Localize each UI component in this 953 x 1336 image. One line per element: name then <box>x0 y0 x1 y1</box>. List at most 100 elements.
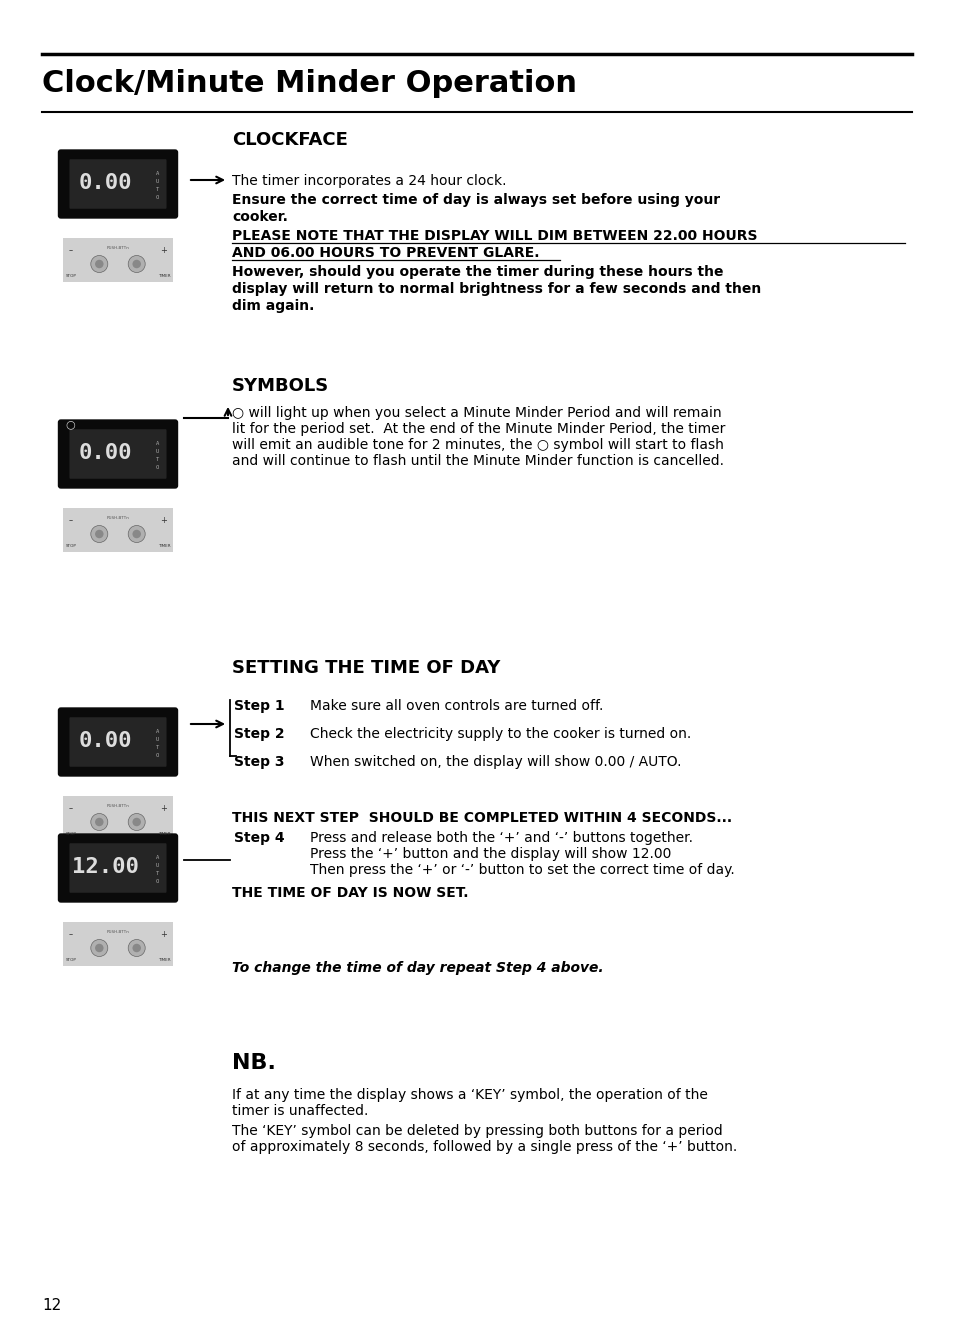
Text: T: T <box>155 744 159 749</box>
Text: 0.00: 0.00 <box>79 172 132 192</box>
FancyBboxPatch shape <box>70 159 167 208</box>
Circle shape <box>132 943 141 953</box>
Text: Press and release both the ‘+’ and ‘-’ buttons together.: Press and release both the ‘+’ and ‘-’ b… <box>310 831 692 844</box>
Text: PLEASE NOTE THAT THE DISPLAY WILL DIM BETWEEN 22.00 HOURS: PLEASE NOTE THAT THE DISPLAY WILL DIM BE… <box>232 228 757 243</box>
Text: –: – <box>69 246 72 255</box>
Text: Check the electricity supply to the cooker is turned on.: Check the electricity supply to the cook… <box>310 727 691 741</box>
Circle shape <box>128 814 145 831</box>
Text: –: – <box>69 930 72 939</box>
Text: T: T <box>155 457 159 462</box>
Text: Press the ‘+’ button and the display will show 12.00: Press the ‘+’ button and the display wil… <box>310 847 671 860</box>
FancyBboxPatch shape <box>58 834 178 903</box>
Text: To change the time of day repeat Step 4 above.: To change the time of day repeat Step 4 … <box>232 961 603 975</box>
Text: O: O <box>155 879 159 883</box>
Text: AND 06.00 HOURS TO PREVENT GLARE.: AND 06.00 HOURS TO PREVENT GLARE. <box>232 246 539 261</box>
Text: If at any time the display shows a ‘KEY’ symbol, the operation of the: If at any time the display shows a ‘KEY’… <box>232 1088 707 1102</box>
Text: A: A <box>155 441 159 446</box>
Text: timer is unaffected.: timer is unaffected. <box>232 1104 368 1118</box>
Circle shape <box>95 943 104 953</box>
Text: +: + <box>160 516 167 525</box>
Text: +: + <box>160 804 167 812</box>
FancyBboxPatch shape <box>70 717 167 767</box>
Text: TIMER: TIMER <box>157 958 170 962</box>
Text: O: O <box>155 195 159 199</box>
Text: U: U <box>155 449 159 454</box>
FancyBboxPatch shape <box>58 420 178 489</box>
Text: PUSH-BTTn: PUSH-BTTn <box>107 246 130 250</box>
Text: When switched on, the display will show 0.00 / AUTO.: When switched on, the display will show … <box>310 755 680 770</box>
Text: U: U <box>155 863 159 868</box>
Text: U: U <box>155 179 159 184</box>
Text: cooker.: cooker. <box>232 210 288 224</box>
Text: ○: ○ <box>65 420 74 429</box>
Circle shape <box>132 818 141 826</box>
Text: CLOCKFACE: CLOCKFACE <box>232 131 348 150</box>
Text: A: A <box>155 855 159 860</box>
Text: TIMER: TIMER <box>157 274 170 278</box>
Circle shape <box>132 530 141 538</box>
Text: A: A <box>155 171 159 176</box>
Text: Clock/Minute Minder Operation: Clock/Minute Minder Operation <box>42 69 577 99</box>
Circle shape <box>128 525 145 542</box>
Circle shape <box>91 255 108 273</box>
Text: T: T <box>155 871 159 876</box>
Text: Step 2: Step 2 <box>233 727 284 741</box>
Bar <box>63 796 173 840</box>
Text: PUSH-BTTn: PUSH-BTTn <box>107 516 130 520</box>
Text: A: A <box>155 729 159 733</box>
Text: STOP: STOP <box>66 832 76 836</box>
Text: Step 3: Step 3 <box>233 755 284 770</box>
Text: TIMER: TIMER <box>157 544 170 548</box>
Text: 12: 12 <box>42 1299 61 1313</box>
Circle shape <box>95 259 104 269</box>
Circle shape <box>91 525 108 542</box>
Circle shape <box>91 814 108 831</box>
Text: display will return to normal brightness for a few seconds and then: display will return to normal brightness… <box>232 282 760 297</box>
Circle shape <box>128 939 145 957</box>
Text: T: T <box>155 187 159 192</box>
FancyBboxPatch shape <box>70 429 167 478</box>
Text: THIS NEXT STEP  SHOULD BE COMPLETED WITHIN 4 SECONDS...: THIS NEXT STEP SHOULD BE COMPLETED WITHI… <box>232 811 731 826</box>
Text: dim again.: dim again. <box>232 299 314 313</box>
Text: –: – <box>69 516 72 525</box>
Text: Step 4: Step 4 <box>233 831 284 844</box>
Text: Make sure all oven controls are turned off.: Make sure all oven controls are turned o… <box>310 699 602 713</box>
FancyBboxPatch shape <box>70 843 167 892</box>
Text: NB.: NB. <box>232 1053 275 1073</box>
Bar <box>63 238 173 282</box>
Text: STOP: STOP <box>66 544 76 548</box>
Text: SETTING THE TIME OF DAY: SETTING THE TIME OF DAY <box>232 659 500 677</box>
Text: The ‘KEY’ symbol can be deleted by pressing both buttons for a period: The ‘KEY’ symbol can be deleted by press… <box>232 1124 722 1138</box>
Text: PUSH-BTTn: PUSH-BTTn <box>107 804 130 808</box>
Text: STOP: STOP <box>66 274 76 278</box>
Text: O: O <box>155 752 159 758</box>
Text: U: U <box>155 737 159 741</box>
FancyBboxPatch shape <box>58 150 178 219</box>
Circle shape <box>132 259 141 269</box>
Text: Step 1: Step 1 <box>233 699 284 713</box>
Text: THE TIME OF DAY IS NOW SET.: THE TIME OF DAY IS NOW SET. <box>232 886 468 900</box>
Text: However, should you operate the timer during these hours the: However, should you operate the timer du… <box>232 265 722 279</box>
Text: lit for the period set.  At the end of the Minute Minder Period, the timer: lit for the period set. At the end of th… <box>232 422 724 436</box>
Text: TIMER: TIMER <box>157 832 170 836</box>
Text: Ensure the correct time of day is always set before using your: Ensure the correct time of day is always… <box>232 192 720 207</box>
Bar <box>63 508 173 552</box>
Text: and will continue to flash until the Minute Minder function is cancelled.: and will continue to flash until the Min… <box>232 454 723 468</box>
Circle shape <box>128 255 145 273</box>
FancyBboxPatch shape <box>58 707 178 776</box>
Text: STOP: STOP <box>66 958 76 962</box>
Text: SYMBOLS: SYMBOLS <box>232 377 329 395</box>
Text: of approximately 8 seconds, followed by a single press of the ‘+’ button.: of approximately 8 seconds, followed by … <box>232 1140 737 1154</box>
Circle shape <box>91 939 108 957</box>
Text: 0.00: 0.00 <box>79 444 132 464</box>
Text: +: + <box>160 246 167 255</box>
Text: +: + <box>160 930 167 939</box>
Text: Then press the ‘+’ or ‘-’ button to set the correct time of day.: Then press the ‘+’ or ‘-’ button to set … <box>310 863 734 876</box>
Circle shape <box>95 818 104 826</box>
Text: O: O <box>155 465 159 470</box>
Circle shape <box>95 530 104 538</box>
Bar <box>63 922 173 966</box>
Text: will emit an audible tone for 2 minutes, the ○ symbol will start to flash: will emit an audible tone for 2 minutes,… <box>232 438 723 452</box>
Text: 0.00: 0.00 <box>79 731 132 751</box>
Text: ○ will light up when you select a Minute Minder Period and will remain: ○ will light up when you select a Minute… <box>232 406 720 420</box>
